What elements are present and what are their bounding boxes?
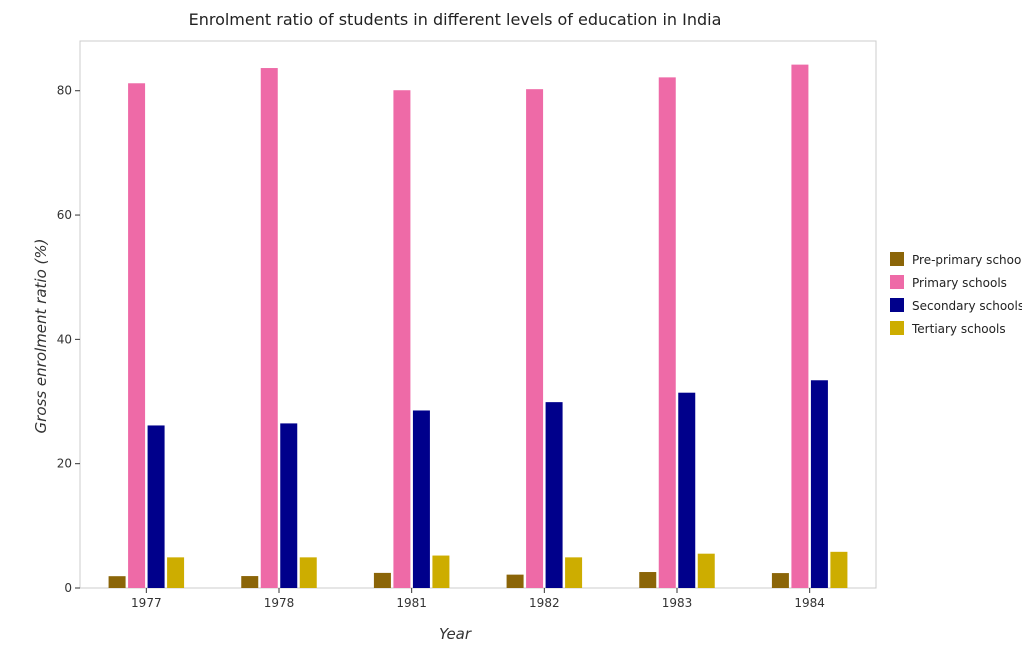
y-axis-label: Gross enrolment ratio (%) bbox=[32, 239, 50, 434]
bar-secondary-schools-1981 bbox=[412, 410, 430, 588]
bar-pre-primary-schools-1977 bbox=[108, 576, 126, 588]
x-tick-label: 1983 bbox=[662, 596, 693, 610]
bar-pre-primary-schools-1983 bbox=[639, 572, 657, 588]
y-axis: 0 20 40 60 80 bbox=[57, 84, 80, 595]
bar-tertiary-schools-1977 bbox=[167, 557, 185, 588]
bar-primary-schools-1984 bbox=[791, 64, 809, 588]
x-axis: 1977 1978 1981 1982 1983 1984 bbox=[131, 588, 825, 610]
x-tick-label: 1978 bbox=[264, 596, 295, 610]
bar-tertiary-schools-1981 bbox=[432, 555, 450, 588]
y-tick-label: 60 bbox=[57, 208, 72, 222]
legend-label: Tertiary schools bbox=[911, 322, 1006, 336]
bar-tertiary-schools-1978 bbox=[299, 557, 317, 588]
x-tick-label: 1982 bbox=[529, 596, 560, 610]
legend-swatch bbox=[890, 275, 904, 289]
plot-frame bbox=[79, 40, 877, 589]
bar-primary-schools-1978 bbox=[260, 68, 278, 589]
bar-secondary-schools-1977 bbox=[147, 425, 165, 588]
plot-area bbox=[79, 40, 877, 589]
bar-pre-primary-schools-1978 bbox=[241, 576, 259, 588]
y-tick-label: 80 bbox=[57, 84, 72, 98]
bar-primary-schools-1977 bbox=[128, 83, 146, 588]
legend-swatch bbox=[890, 298, 904, 312]
bar-tertiary-schools-1983 bbox=[697, 553, 715, 588]
bar-pre-primary-schools-1981 bbox=[373, 572, 391, 588]
legend-label: Secondary schools bbox=[912, 299, 1022, 313]
y-tick-label: 20 bbox=[57, 457, 72, 471]
y-tick-label: 0 bbox=[64, 581, 72, 595]
legend-swatch bbox=[890, 252, 904, 266]
bar-primary-schools-1981 bbox=[393, 90, 411, 588]
bar-tertiary-schools-1982 bbox=[565, 557, 583, 588]
bar-pre-primary-schools-1982 bbox=[506, 574, 524, 588]
legend: Pre-primary schools Primary schools Second… bbox=[890, 252, 1022, 336]
bar-secondary-schools-1983 bbox=[678, 392, 696, 588]
x-tick-label: 1981 bbox=[396, 596, 427, 610]
x-tick-label: 1977 bbox=[131, 596, 162, 610]
y-tick-label: 40 bbox=[57, 332, 72, 346]
x-tick-label: 1984 bbox=[794, 596, 825, 610]
legend-label: Primary schools bbox=[912, 276, 1007, 290]
bar-primary-schools-1983 bbox=[658, 77, 676, 588]
bar-secondary-schools-1982 bbox=[545, 402, 563, 588]
chart-title: Enrolment ratio of students in different… bbox=[189, 10, 722, 29]
bar-secondary-schools-1978 bbox=[280, 423, 298, 588]
bar-primary-schools-1982 bbox=[526, 89, 544, 589]
legend-swatch bbox=[890, 321, 904, 335]
bar-pre-primary-schools-1984 bbox=[771, 573, 789, 588]
x-axis-label: Year bbox=[439, 625, 472, 643]
bar-secondary-schools-1984 bbox=[810, 380, 828, 588]
bar-tertiary-schools-1984 bbox=[830, 551, 848, 588]
legend-label: Pre-primary schools bbox=[912, 253, 1022, 267]
